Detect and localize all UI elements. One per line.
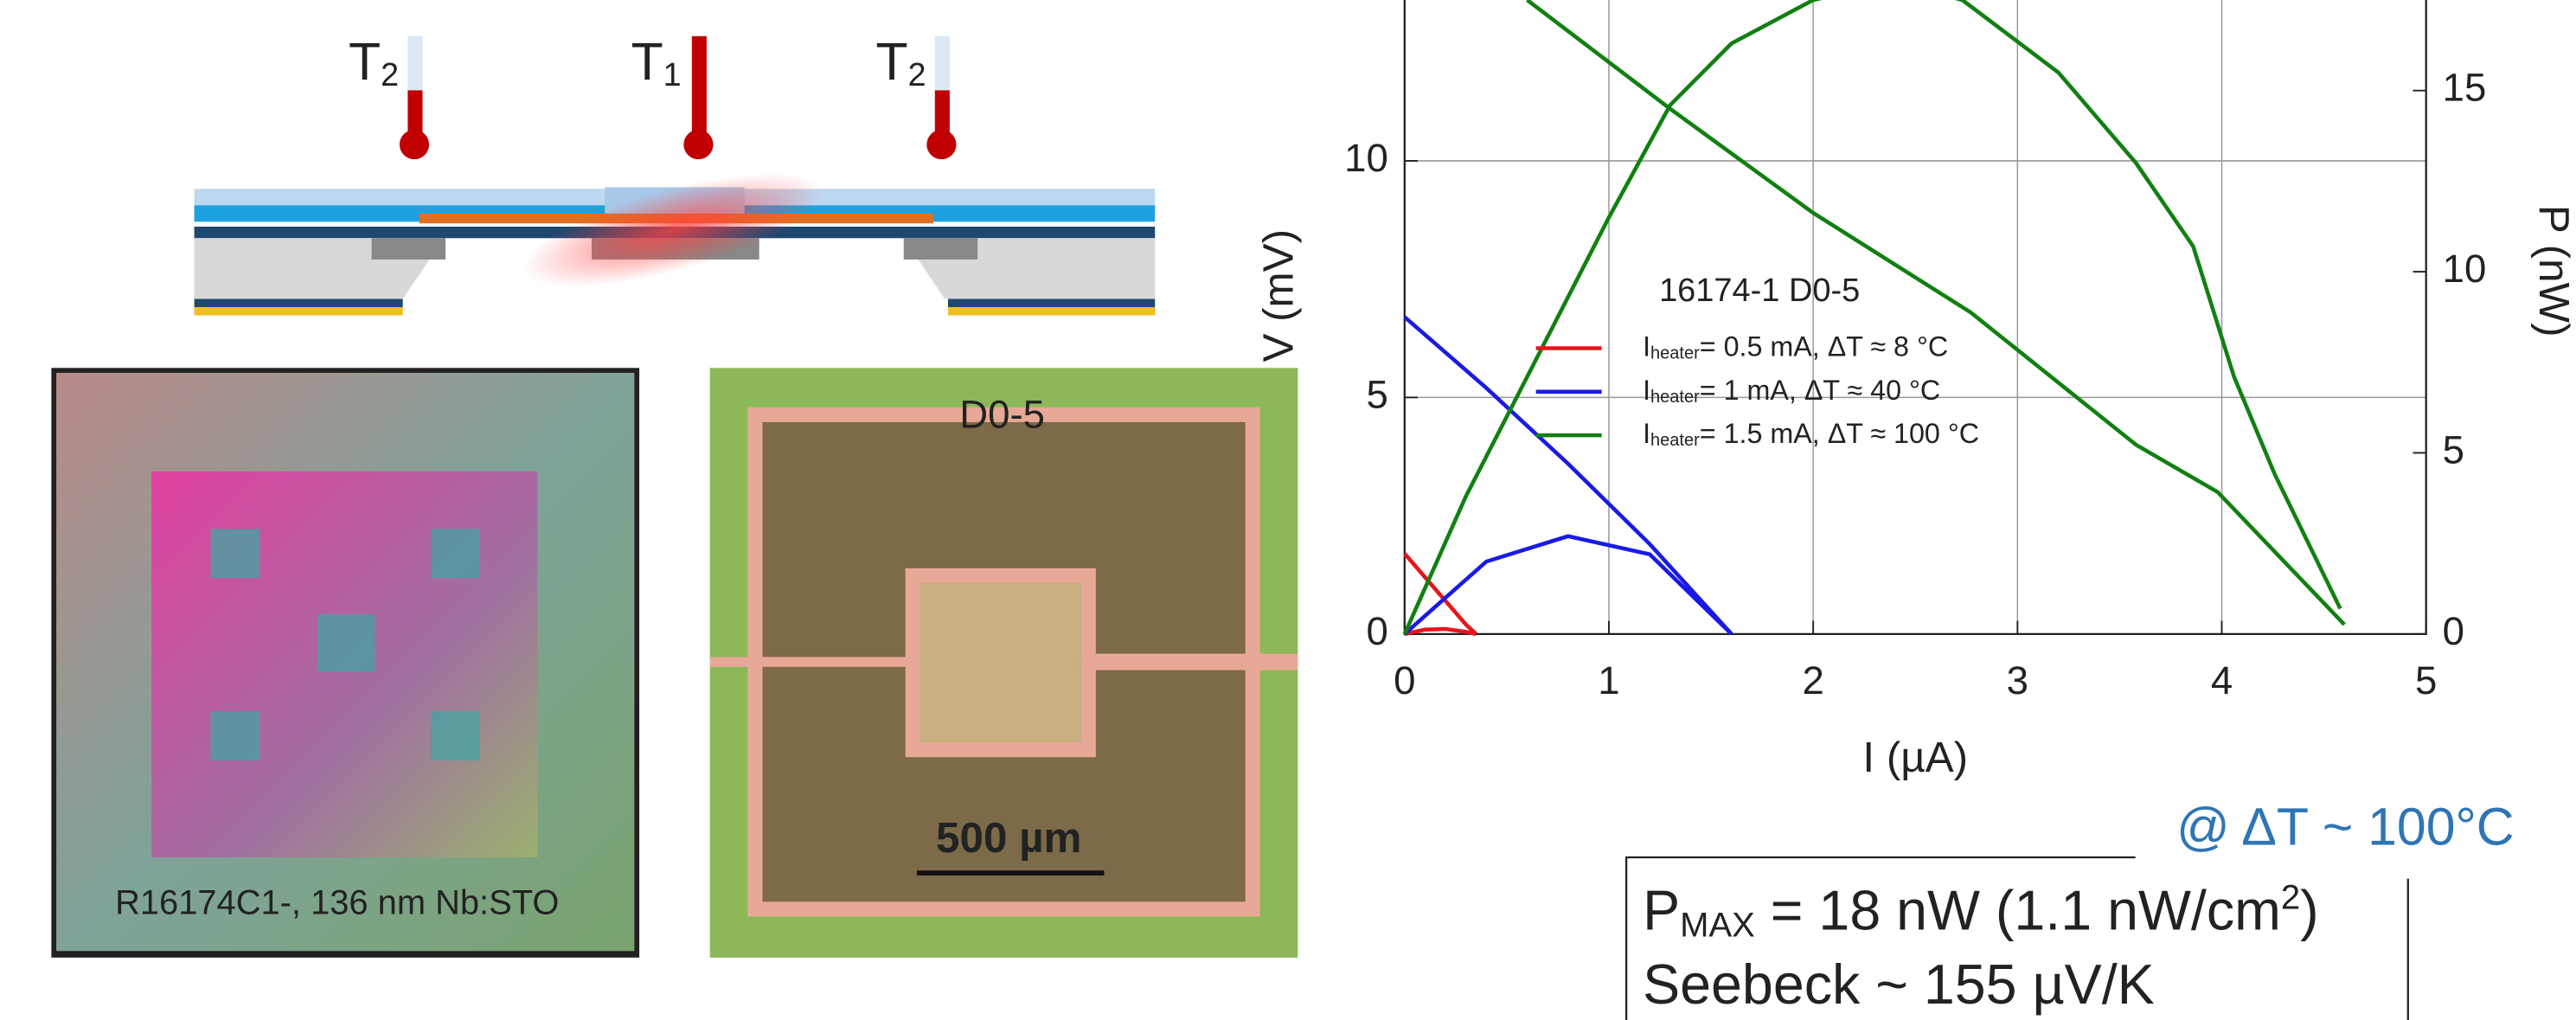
photo-caption: D0-5	[959, 392, 1045, 436]
page: T2 T1 T2 R16174C1-, 136 nm Nb:STO D0-5 5…	[0, 0, 2576, 1020]
data-line	[1405, 536, 1732, 634]
y-tick-label: 0	[1366, 609, 1387, 653]
y-axis-label: V (mV)	[1254, 229, 1302, 362]
x-axis-label: I (µA)	[1862, 734, 1968, 781]
thermometer-label: T1	[631, 32, 682, 93]
y-tick-label: 10	[1344, 136, 1388, 180]
legend-label: Iheater= 1.5 mA, ΔT ≈ 100 °C	[1643, 418, 1979, 451]
x-tick-label: 0	[1394, 658, 1415, 702]
legend-label: Iheater= 1 mA, ΔT ≈ 40 °C	[1643, 374, 1940, 407]
y2-tick-label: 10	[2443, 247, 2487, 291]
photo-caption: R16174C1-, 136 nm Nb:STO	[115, 884, 559, 922]
y2-tick-label: 5	[2443, 427, 2464, 472]
annotation-seebeck: Seebeck ~ 155 µV/K	[1643, 953, 2155, 1016]
chip-photo	[51, 368, 639, 958]
data-line	[1405, 0, 2341, 634]
y2-tick-label: 0	[2443, 609, 2464, 653]
x-tick-label: 5	[2415, 658, 2437, 702]
x-tick-label: 3	[2007, 658, 2028, 702]
y2-axis-label: P (nW)	[2530, 205, 2576, 337]
annotation-pmax: PMAX = 18 nW (1.1 nW/cm2)	[1643, 878, 2319, 944]
legend-title: 16174-1 D0-5	[1659, 273, 1860, 309]
device-photo	[710, 368, 1298, 958]
x-tick-label: 2	[1802, 658, 1823, 702]
scale-bar-label: 500 µm	[936, 814, 1081, 862]
legend-label: Iheater= 0.5 mA, ΔT ≈ 8 °C	[1643, 330, 1948, 363]
x-tick-label: 4	[2211, 658, 2233, 702]
annotation-condition: @ ΔT ~ 100°C	[2176, 798, 2515, 856]
thermometer-label: T2	[349, 32, 399, 93]
figure: T2 T1 T2 R16174C1-, 136 nm Nb:STO D0-5 5…	[0, 0, 2576, 1020]
y-tick-label: 5	[1366, 372, 1387, 416]
x-tick-label: 1	[1598, 658, 1619, 702]
y2-tick-label: 15	[2443, 66, 2487, 110]
thermometer-label: T2	[875, 32, 926, 93]
